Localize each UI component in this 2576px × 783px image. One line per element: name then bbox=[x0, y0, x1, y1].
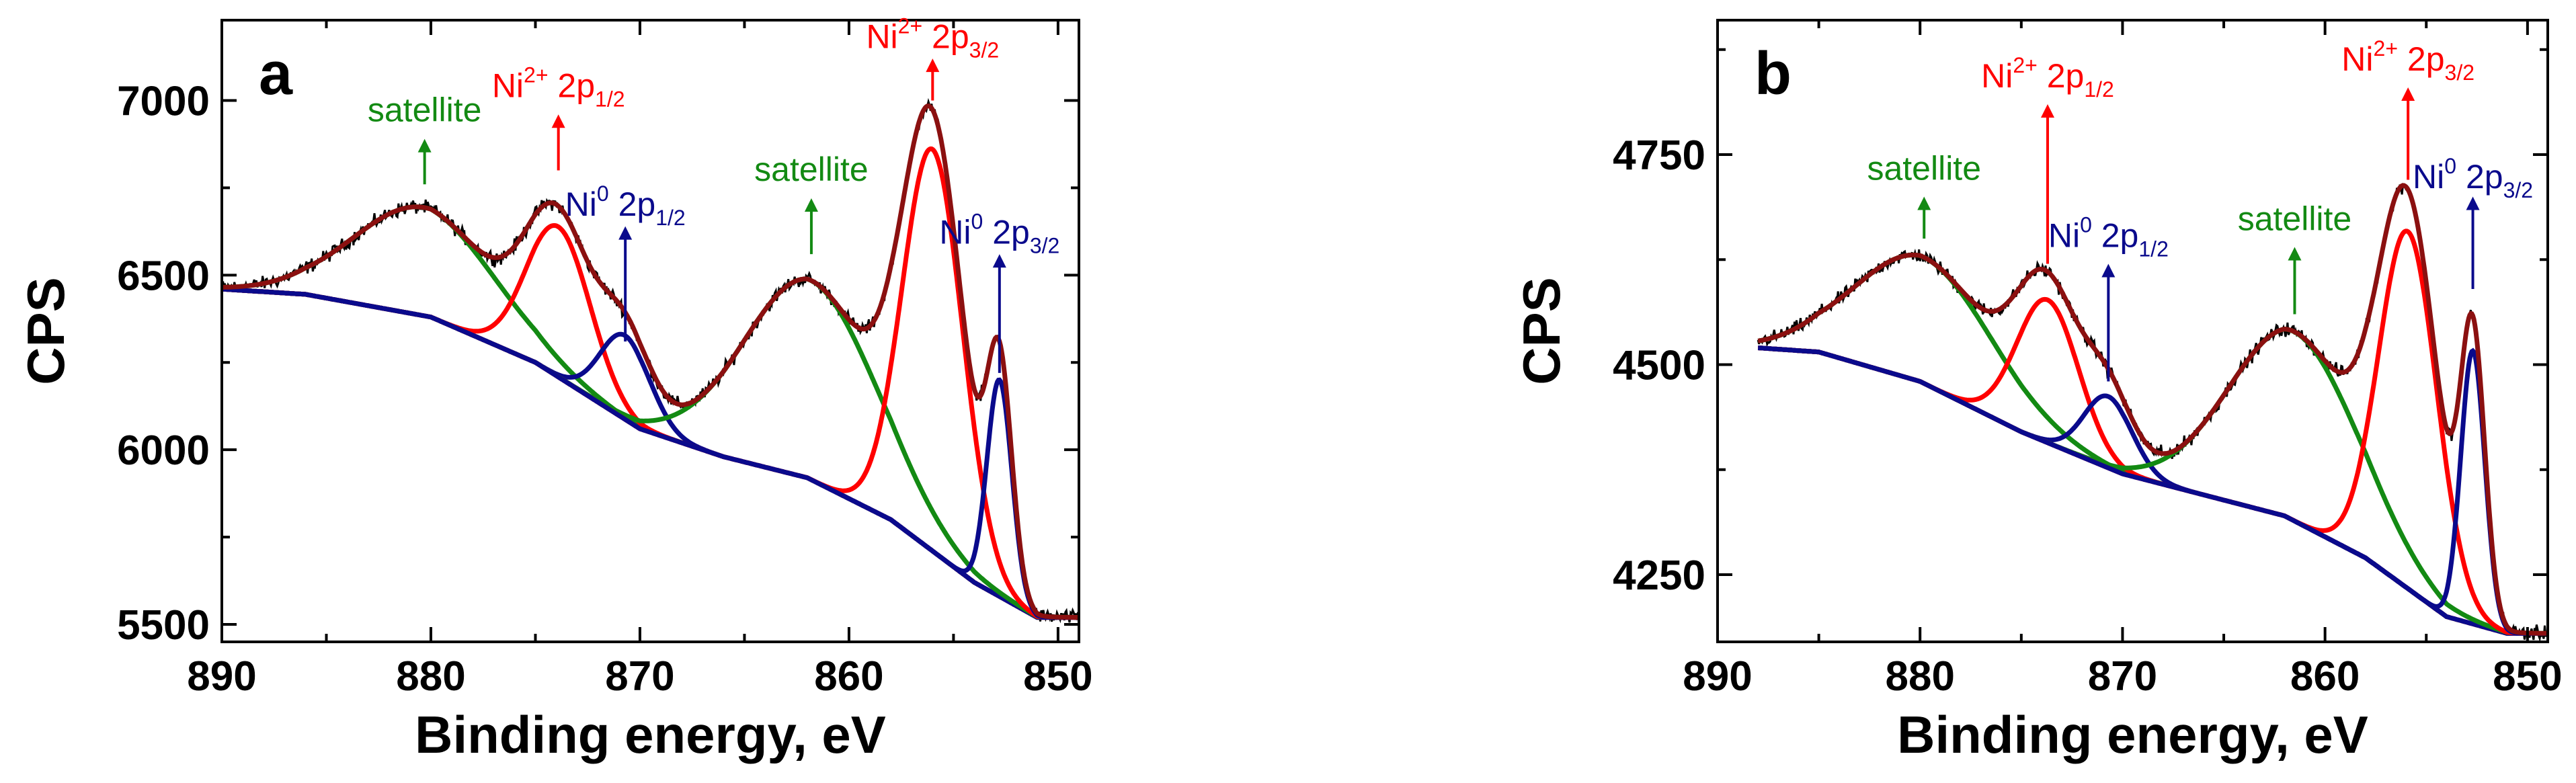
satellite-component-line-0 bbox=[222, 204, 1079, 620]
annotation-arrowhead bbox=[2466, 196, 2480, 210]
ni0-component-line-2 bbox=[221, 286, 1079, 620]
y-tick-label: 4500 bbox=[1613, 343, 1705, 389]
ni0-component-line-5 bbox=[221, 286, 1079, 620]
annotation-ni2p-label: Ni2+ 2p1/2 bbox=[1981, 53, 2114, 101]
y-tick-label: 5500 bbox=[117, 602, 210, 649]
ni0-component-line-2 bbox=[1757, 345, 2548, 636]
y-axis-label: CPS bbox=[16, 277, 75, 384]
annotation-satellite-label: satellite bbox=[368, 91, 482, 129]
background-line bbox=[221, 286, 1079, 620]
fit-envelope-line bbox=[222, 104, 1079, 620]
x-tick-label: 880 bbox=[396, 653, 465, 700]
x-tick-label: 860 bbox=[2290, 653, 2360, 700]
annotation-ni0-label: Ni0 2p3/2 bbox=[939, 210, 1059, 258]
y-tick-label: 6500 bbox=[117, 253, 210, 299]
x-tick-label: 890 bbox=[1683, 653, 1752, 700]
x-axis-label: Binding energy, eV bbox=[415, 705, 886, 764]
y-tick-label: 6000 bbox=[117, 427, 210, 474]
annotation-arrowhead bbox=[1917, 196, 1931, 210]
annotation-ni2p-label: Ni2+ 2p3/2 bbox=[866, 14, 999, 63]
x-tick-label: 870 bbox=[605, 653, 674, 700]
annotation-arrowhead bbox=[804, 198, 818, 212]
background-line bbox=[1757, 345, 2548, 636]
annotation-ni0-label: Ni0 2p1/2 bbox=[2048, 213, 2169, 261]
annotation-ni0-label: Ni0 2p3/2 bbox=[2413, 154, 2533, 202]
annotation-satellite-label: satellite bbox=[754, 151, 869, 188]
y-tick-label: 7000 bbox=[117, 79, 210, 125]
x-tick-label: 890 bbox=[187, 653, 256, 700]
axes-frame bbox=[220, 19, 1080, 643]
x-axis-label: Binding energy, eV bbox=[1897, 705, 2368, 764]
panel-label: b bbox=[1755, 40, 1792, 108]
x-tick-label: 850 bbox=[2493, 653, 2562, 700]
annotation-arrowhead bbox=[417, 138, 432, 153]
annotation-arrowhead bbox=[992, 254, 1006, 268]
annotation-arrowhead bbox=[2401, 87, 2415, 101]
y-axis-label: CPS bbox=[1512, 277, 1571, 384]
annotation-arrowhead bbox=[2101, 263, 2116, 278]
x-tick-label: 870 bbox=[2088, 653, 2157, 700]
x-tick-label: 860 bbox=[814, 653, 883, 700]
annotation-arrowhead bbox=[618, 226, 633, 240]
annotation-arrowhead bbox=[551, 114, 565, 128]
ni0-component-line-5 bbox=[1757, 345, 2548, 636]
annotation-satellite-label: satellite bbox=[1867, 150, 1981, 188]
annotation-arrowhead bbox=[2288, 247, 2302, 261]
panel-b: 890 880 870 860 850 4250 4500 4750 Binding energ… bbox=[1512, 19, 2563, 764]
y-tick-label: 4750 bbox=[1613, 132, 1705, 179]
annotation-arrowhead bbox=[926, 58, 940, 73]
panel-label: a bbox=[259, 40, 293, 108]
y-tick-label: 4250 bbox=[1613, 552, 1705, 599]
annotation-satellite-label: satellite bbox=[2238, 200, 2352, 238]
axes-frame bbox=[1716, 19, 2549, 643]
annotation-ni2p-label: Ni2+ 2p1/2 bbox=[492, 63, 625, 111]
annotation-ni0-label: Ni0 2p1/2 bbox=[565, 181, 686, 230]
panel-a: 890 880 870 860 850 5500 6000 6500 7000 Binding e… bbox=[16, 14, 1093, 764]
annotation-ni2p-label: Ni2+ 2p3/2 bbox=[2341, 36, 2474, 85]
x-tick-label: 880 bbox=[1885, 653, 1954, 700]
fit-envelope-line bbox=[1757, 183, 2548, 636]
x-tick-label: 850 bbox=[1023, 653, 1092, 700]
annotation-arrowhead bbox=[2040, 104, 2054, 118]
